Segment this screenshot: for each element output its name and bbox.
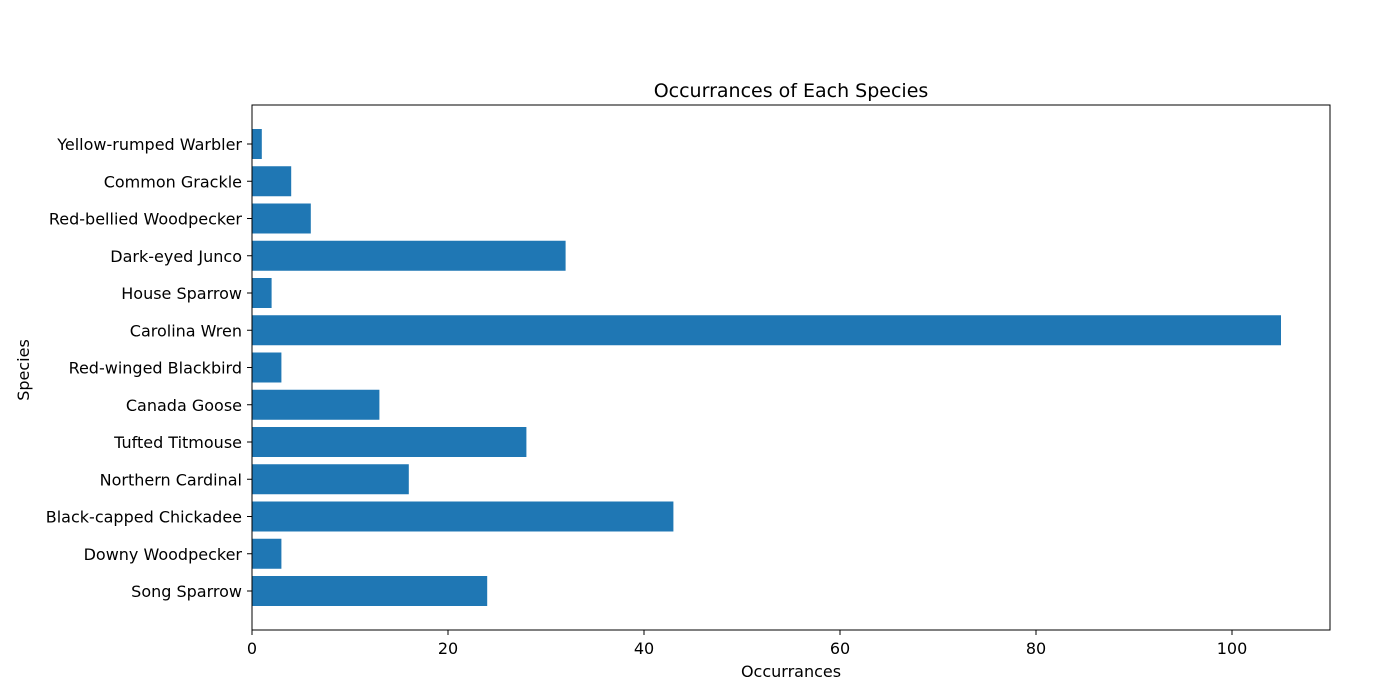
y-tick-label: Carolina Wren <box>130 321 242 340</box>
bar <box>252 129 262 159</box>
y-axis: Song Sparrow Downy Woodpecker Black-capped… <box>46 135 252 601</box>
bar <box>252 352 282 383</box>
y-tick-label: Song Sparrow <box>131 582 242 601</box>
x-tick-label: 20 <box>438 639 458 658</box>
bar <box>252 538 282 569</box>
y-tick-label: Yellow-rumped Warbler <box>56 135 242 154</box>
y-tick-label: Red-bellied Woodpecker <box>49 210 243 229</box>
y-tick-label: Dark-eyed Junco <box>110 247 242 266</box>
bar <box>252 240 566 271</box>
y-tick-label: Northern Cardinal <box>100 470 242 489</box>
bar <box>252 389 380 420</box>
bar <box>252 315 1281 346</box>
y-tick-label: Downy Woodpecker <box>84 545 243 564</box>
y-tick-label: Canada Goose <box>126 396 242 415</box>
bars-layer <box>252 129 1281 606</box>
y-tick-label: House Sparrow <box>121 284 242 303</box>
x-tick-label: 80 <box>1026 639 1046 658</box>
plot-area-frame <box>251 104 1331 631</box>
x-tick-label: 0 <box>247 639 257 658</box>
x-axis-label: Occurrances <box>741 662 841 681</box>
bar <box>252 203 311 234</box>
bar <box>252 166 292 197</box>
y-tick-label: Tufted Titmouse <box>113 433 242 452</box>
bar <box>252 278 272 308</box>
y-tick-label: Black-capped Chickadee <box>46 508 242 527</box>
bar <box>252 576 488 606</box>
y-axis-label: Species <box>14 339 33 401</box>
bar <box>252 501 674 532</box>
bar <box>252 427 527 457</box>
x-tick-label: 40 <box>634 639 654 658</box>
x-tick-label: 100 <box>1217 639 1248 658</box>
x-tick-label: 60 <box>830 639 850 658</box>
y-tick-label: Common Grackle <box>104 172 242 191</box>
x-axis: 0 20 40 60 80 100 <box>247 630 1247 658</box>
y-tick-label: Red-winged Blackbird <box>69 359 242 378</box>
chart-title: Occurrances of Each Species <box>654 80 929 102</box>
bar <box>252 464 409 495</box>
